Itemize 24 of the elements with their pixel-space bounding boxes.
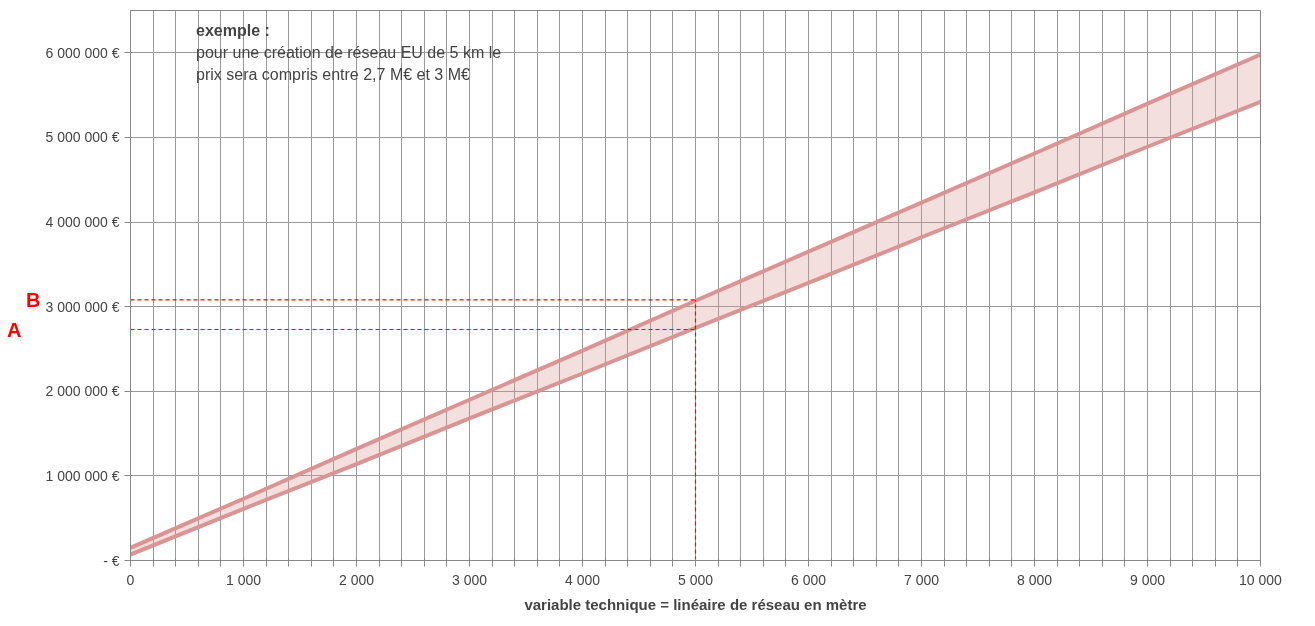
y-tick-label: 2 000 000 € bbox=[45, 383, 120, 400]
x-axis-title: variable technique = linéaire de réseau en mètre bbox=[524, 595, 867, 613]
ref-line-label: B bbox=[26, 288, 41, 311]
x-tick-label: 8 000 bbox=[1016, 571, 1053, 588]
y-tick-label: - € bbox=[103, 552, 120, 569]
x-tick-label: 4 000 bbox=[564, 571, 601, 588]
x-tick-label: 0 bbox=[126, 571, 135, 588]
x-tick-label: 6 000 bbox=[790, 571, 827, 588]
x-tick-label: 2 000 bbox=[338, 571, 375, 588]
x-tick-label: 1 000 bbox=[225, 571, 262, 588]
y-tick-label: 6 000 000 € bbox=[45, 44, 120, 61]
annotation: pour une création de réseau EU de 5 km le bbox=[196, 44, 502, 62]
x-tick-label: 5 000 bbox=[677, 571, 714, 588]
x-tick-label: 3 000 bbox=[451, 571, 488, 588]
x-tick-label: 7 000 bbox=[903, 571, 940, 588]
y-tick-label: 5 000 000 € bbox=[45, 129, 120, 146]
annotation: exemple : bbox=[196, 22, 270, 40]
annotation: prix sera compris entre 2,7 M€ et 3 M€ bbox=[196, 66, 471, 84]
y-tick-label: 3 000 000 € bbox=[45, 298, 120, 315]
x-tick-label: 10 000 bbox=[1239, 571, 1283, 588]
x-tick-label: 9 000 bbox=[1129, 571, 1166, 588]
y-tick-label: 1 000 000 € bbox=[45, 467, 120, 484]
ref-line-label: A bbox=[7, 318, 22, 341]
y-tick-label: 4 000 000 € bbox=[45, 214, 120, 231]
